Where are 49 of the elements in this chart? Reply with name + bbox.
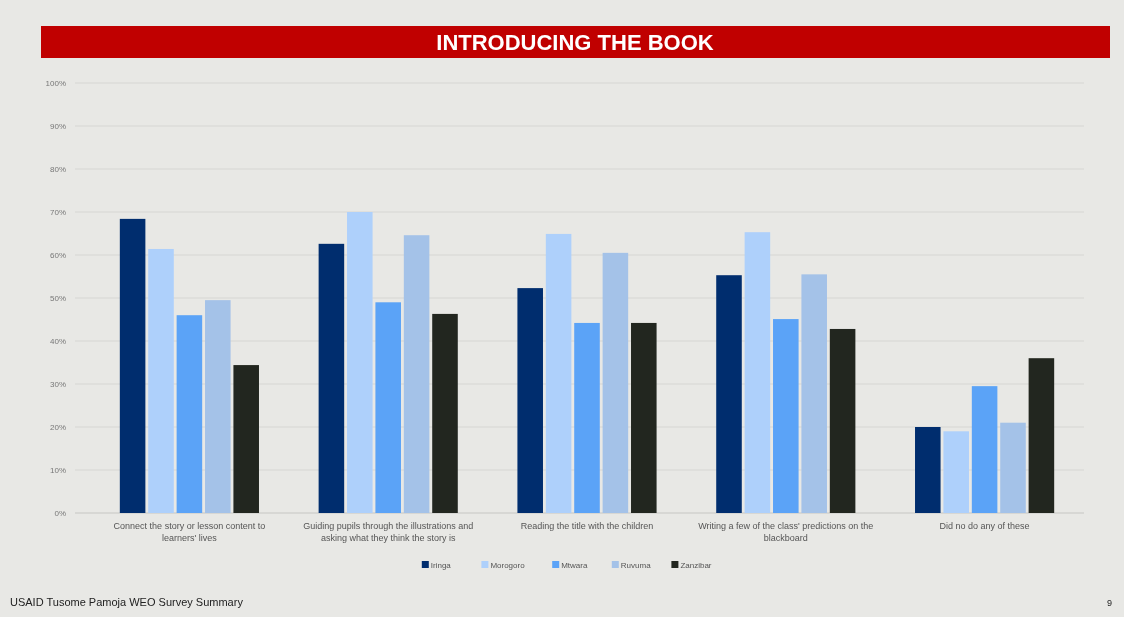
bar: [943, 431, 969, 513]
x-tick-label: Connect the story or lesson content to learners' lives: [113, 521, 266, 543]
legend-label: Iringa: [430, 560, 452, 570]
bar: [347, 212, 373, 513]
bar: [205, 300, 231, 513]
bar: [773, 319, 799, 513]
bar: [602, 252, 629, 513]
legend-label: Ruvuma: [620, 560, 652, 570]
bar: [318, 243, 345, 513]
bar: [375, 302, 401, 513]
bar: [148, 248, 174, 513]
bar: [1000, 422, 1026, 513]
bar: [403, 235, 430, 513]
bar: [971, 386, 998, 513]
bar: [432, 313, 458, 513]
x-tick-label: Writing a few of the class' predictions on the blackboard: [698, 521, 874, 543]
y-tick-label: 10%: [49, 465, 66, 475]
y-tick-label: 80%: [49, 164, 66, 174]
bar: [517, 288, 543, 513]
bar: [829, 328, 856, 513]
x-tick-label: Guiding pupils through the illustrations and asking what they think the story is: [303, 521, 474, 543]
x-tick-label: Reading the title with the children: [520, 521, 654, 531]
y-tick-label: 100%: [45, 78, 66, 88]
y-tick-label: 50%: [49, 293, 66, 303]
bar: [631, 322, 657, 513]
bar: [545, 233, 572, 513]
chart-title: INTRODUCING THE BOOK: [436, 30, 714, 55]
y-tick-label: 30%: [49, 379, 66, 389]
legend-label: Mtwara: [561, 560, 588, 570]
bar: [233, 365, 259, 513]
bar: [1028, 358, 1055, 513]
bar: [119, 218, 146, 513]
bar: [574, 322, 600, 513]
legend-label: Zanzibar: [680, 560, 712, 570]
y-tick-label: 20%: [49, 422, 66, 432]
y-tick-label: 60%: [49, 250, 66, 260]
legend-label: Morogoro: [490, 560, 526, 570]
y-tick-label: 40%: [49, 336, 66, 346]
bar: [915, 427, 941, 513]
bar: [716, 275, 742, 513]
y-tick-label: 70%: [49, 207, 66, 217]
y-tick-label: 90%: [49, 121, 66, 131]
bar: [801, 274, 827, 513]
x-tick-label: Did no do any of these: [939, 521, 1030, 531]
text: 9: [1106, 598, 1112, 608]
bar: [744, 232, 771, 513]
text: USAID Tusome Pamoja WEO Survey Summary: [10, 596, 244, 608]
bar: [176, 315, 203, 513]
y-tick-label: 0%: [54, 508, 66, 518]
